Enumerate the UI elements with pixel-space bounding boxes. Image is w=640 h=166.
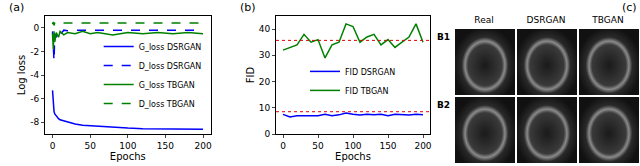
svg-text:100: 100 xyxy=(344,141,361,151)
svg-text:0: 0 xyxy=(50,141,56,151)
svg-text:30: 30 xyxy=(259,50,271,60)
svg-text:150: 150 xyxy=(379,141,396,151)
svg-text:G_loss DSRGAN: G_loss DSRGAN xyxy=(139,43,202,52)
svg-text:FID TBGAN: FID TBGAN xyxy=(345,87,389,96)
svg-text:-6: -6 xyxy=(30,94,39,104)
svg-text:40: 40 xyxy=(259,24,271,34)
svg-text:G_loss TBGAN: G_loss TBGAN xyxy=(139,81,195,90)
svg-text:50: 50 xyxy=(312,141,324,151)
html-text:TBGAN: TBGAN xyxy=(592,15,624,25)
html-text:Real: Real xyxy=(474,15,494,25)
svg-text:Epochs: Epochs xyxy=(335,151,371,162)
svg-text:150: 150 xyxy=(157,141,174,151)
svg-text:FID: FID xyxy=(245,67,256,84)
html-text:B1: B1 xyxy=(437,32,451,42)
svg-text:0: 0 xyxy=(280,141,286,151)
svg-text:100: 100 xyxy=(119,141,136,151)
svg-text:20: 20 xyxy=(259,77,271,87)
svg-text:200: 200 xyxy=(194,141,211,151)
html-text:DSRGAN: DSRGAN xyxy=(526,15,566,25)
svg-text:Log loss: Log loss xyxy=(16,55,27,95)
svg-text:0: 0 xyxy=(33,23,39,33)
svg-text:10: 10 xyxy=(259,103,271,113)
svg-text:-2: -2 xyxy=(30,47,39,57)
svg-text:200: 200 xyxy=(414,141,431,151)
svg-text:-8: -8 xyxy=(30,117,39,127)
svg-text:(b): (b) xyxy=(240,1,256,14)
svg-text:(a): (a) xyxy=(9,1,24,14)
svg-text:D_loss DSRGAN: D_loss DSRGAN xyxy=(139,62,202,71)
svg-text:Epochs: Epochs xyxy=(110,151,146,162)
svg-text:0: 0 xyxy=(264,129,270,139)
svg-text:50: 50 xyxy=(84,141,96,151)
html-text:B2: B2 xyxy=(437,100,451,110)
svg-text:D_loss TBGAN: D_loss TBGAN xyxy=(139,100,195,109)
svg-text:-4: -4 xyxy=(30,70,39,80)
svg-text:FID DSRGAN: FID DSRGAN xyxy=(345,68,395,77)
html-text:(c): (c) xyxy=(622,1,637,14)
